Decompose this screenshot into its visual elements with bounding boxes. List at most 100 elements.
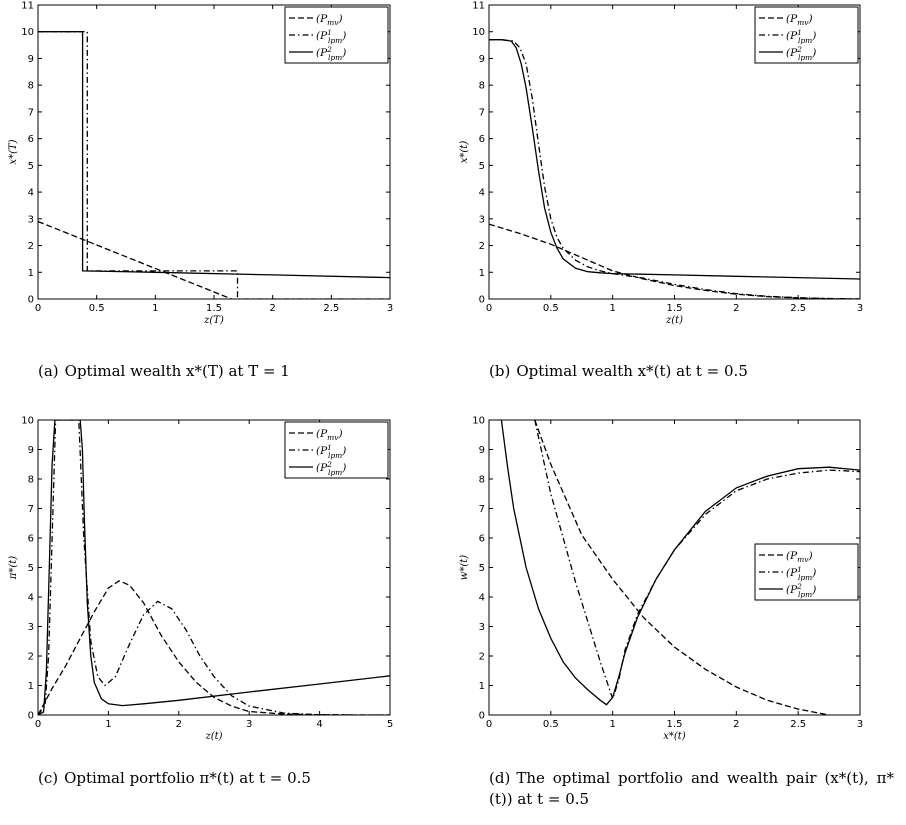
caption-c-label: (c) xyxy=(38,769,59,787)
x-tick-label: 3 xyxy=(246,719,252,730)
legend-box xyxy=(754,543,859,601)
y-tick-label: 7 xyxy=(479,107,485,118)
y-tick-label: 10 xyxy=(21,27,34,38)
legend-label: (Pmv) xyxy=(786,13,813,27)
x-tick-label: 3 xyxy=(857,303,863,314)
series-line-1 xyxy=(38,220,232,299)
chart-c: 0 1 2 3 4 5 0 1 2 3 4 5 6 7 8 9 10 z(t) π*(t) (Pmv)(P1 lpm)(… xyxy=(8,416,393,743)
legend-label: (P2 lpm) xyxy=(316,45,346,62)
y-tick-label: 3 xyxy=(479,214,485,225)
legend-label: (P1 lpm) xyxy=(316,28,346,45)
y-tick-label: 10 xyxy=(472,416,485,427)
y-tick-label: 7 xyxy=(28,107,34,118)
y-tick-label: 11 xyxy=(21,1,34,12)
x-tick-label: 2 xyxy=(733,303,739,314)
y-tick-label: 3 xyxy=(479,622,485,633)
y-tick-label: 6 xyxy=(28,534,34,545)
y-axis-label: x*(T) xyxy=(8,139,19,164)
legend: (Pmv)(P1 lpm)(P2 lpm) xyxy=(754,543,859,601)
series-line-3 xyxy=(489,39,860,280)
series-line-2 xyxy=(534,420,860,701)
x-tick-label: 1 xyxy=(609,303,615,314)
x-tick-label: 0.5 xyxy=(543,303,559,314)
x-tick-label: 2 xyxy=(269,303,275,314)
x-tick-label: 1.5 xyxy=(667,303,683,314)
x-tick-label: 1 xyxy=(105,719,111,730)
x-tick-label: 3 xyxy=(857,719,863,730)
series-line-3 xyxy=(38,420,390,715)
legend-label: (P2 lpm) xyxy=(316,460,346,477)
y-tick-label: 4 xyxy=(479,593,485,604)
series-line-2 xyxy=(38,420,390,715)
caption-a: (a) Optimal wealth x*(T) at T = 1 xyxy=(38,361,398,382)
series-line-1 xyxy=(489,223,860,299)
legend-label: (P2 lpm) xyxy=(786,582,816,599)
y-tick-label: 10 xyxy=(21,416,34,427)
y-tick-label: 5 xyxy=(28,161,34,172)
caption-c-text: Optimal portfolio π*(t) at t = 0.5 xyxy=(64,769,311,787)
x-tick-label: 1.5 xyxy=(667,719,683,730)
legend-label: (Pmv) xyxy=(786,550,813,564)
legend-label: (P1 lpm) xyxy=(786,565,816,582)
y-tick-label: 6 xyxy=(479,134,485,145)
x-tick-label: 0.5 xyxy=(89,303,105,314)
series-line-3 xyxy=(38,31,390,279)
y-tick-label: 7 xyxy=(479,504,485,515)
x-axis-label: z(T) xyxy=(203,315,224,326)
caption-d-text: The optimal portfolio and wealth pair (x… xyxy=(489,769,894,808)
y-tick-label: 0 xyxy=(479,711,485,722)
legend-box xyxy=(754,6,859,64)
caption-c: (c) Optimal portfolio π*(t) at t = 0.5 xyxy=(38,768,418,789)
chart-d: 0 0.5 1 1.5 2 2.5 3 0 1 2 3 4 5 6 7 8 9 10 x*(t) w*(t) (Pmv)… xyxy=(459,416,863,743)
caption-a-label: (a) xyxy=(38,362,59,380)
series-line-2 xyxy=(38,31,390,299)
y-tick-label: 0 xyxy=(28,295,34,306)
y-tick-label: 6 xyxy=(479,534,485,545)
y-tick-label: 8 xyxy=(479,81,485,92)
y-axis-label: π*(t) xyxy=(8,556,19,580)
x-tick-label: 0 xyxy=(35,303,41,314)
legend: (Pmv)(P1 lpm)(P2 lpm) xyxy=(284,421,389,479)
x-tick-label: 4 xyxy=(316,719,322,730)
y-tick-label: 5 xyxy=(479,161,485,172)
legend-label: (Pmv) xyxy=(316,13,343,27)
x-tick-label: 0 xyxy=(486,303,492,314)
y-tick-label: 9 xyxy=(28,54,34,65)
y-tick-label: 9 xyxy=(479,445,485,456)
x-tick-label: 2 xyxy=(733,719,739,730)
y-tick-label: 0 xyxy=(28,711,34,722)
y-tick-label: 6 xyxy=(28,134,34,145)
y-tick-label: 8 xyxy=(28,475,34,486)
y-tick-label: 1 xyxy=(479,268,485,279)
chart-a: 0 0.5 1 1.5 2 2.5 3 0 1 2 3 4 5 6 7 8 9 10 11 z(T) x*(T) (Pmv… xyxy=(8,1,393,327)
legend-box xyxy=(284,6,389,64)
caption-b: (b) Optimal wealth x*(t) at t = 0.5 xyxy=(489,361,849,382)
y-tick-label: 7 xyxy=(28,504,34,515)
y-tick-label: 1 xyxy=(28,681,34,692)
y-tick-label: 2 xyxy=(479,652,485,663)
y-tick-label: 9 xyxy=(479,54,485,65)
x-axis-label: z(t) xyxy=(665,315,683,326)
x-tick-label: 2 xyxy=(176,719,182,730)
legend-label: (P2 lpm) xyxy=(786,45,816,62)
legend-box xyxy=(284,421,389,479)
x-tick-label: 0 xyxy=(486,719,492,730)
y-tick-label: 2 xyxy=(479,241,485,252)
chart-b: 0 0.5 1 1.5 2 2.5 3 0 1 2 3 4 5 6 7 8 9 10 11 z(t) x*(t) (Pmv… xyxy=(459,1,863,327)
x-tick-label: 2.5 xyxy=(790,719,806,730)
y-tick-label: 11 xyxy=(472,1,485,12)
x-tick-label: 0.5 xyxy=(543,719,559,730)
series-line-3 xyxy=(500,420,860,706)
legend-label: (Pmv) xyxy=(316,428,343,442)
x-tick-label: 1 xyxy=(152,303,158,314)
x-axis-label: x*(t) xyxy=(663,731,686,742)
x-axis-label: z(t) xyxy=(204,731,222,742)
legend-label: (P1 lpm) xyxy=(786,28,816,45)
caption-a-text: Optimal wealth x*(T) at T = 1 xyxy=(64,362,290,380)
caption-d: (d) The optimal portfolio and wealth pair… xyxy=(489,768,894,810)
x-tick-label: 1 xyxy=(609,719,615,730)
y-tick-label: 10 xyxy=(472,27,485,38)
y-tick-label: 3 xyxy=(28,622,34,633)
legend: (Pmv)(P1 lpm)(P2 lpm) xyxy=(284,6,389,64)
